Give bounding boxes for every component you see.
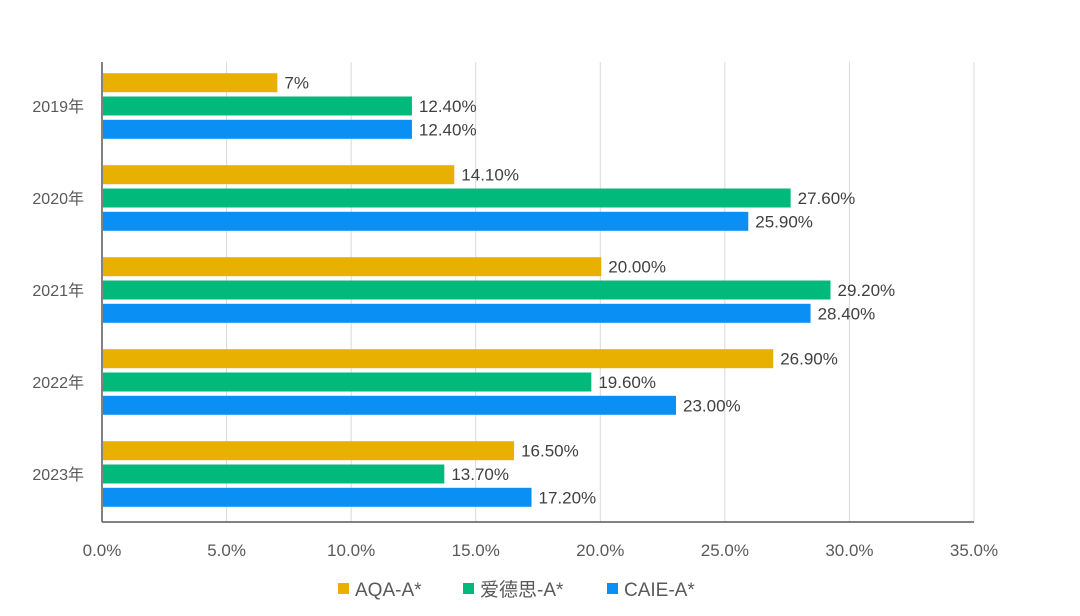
legend-label: AQA-A* bbox=[355, 580, 422, 601]
data-label: 19.60% bbox=[598, 373, 656, 392]
data-label: 12.40% bbox=[419, 120, 477, 139]
x-tick-label: 10.0% bbox=[327, 541, 375, 560]
data-label: 16.50% bbox=[521, 442, 579, 461]
data-label: 23.00% bbox=[683, 396, 741, 415]
x-tick-label: 30.0% bbox=[825, 541, 873, 560]
axes: 0.0% 5.0% 10.0% 15.0% 20.0% 25.0% 30.0% 35.0% 20… bbox=[32, 62, 998, 560]
bars: 7% 12.40% 12.40% 14.10% 27.60% 25.90% 20.00% 29… bbox=[103, 73, 895, 507]
category-label: 2022年 bbox=[32, 374, 84, 392]
category-label: 2023年 bbox=[32, 466, 84, 484]
legend-swatch bbox=[338, 583, 349, 594]
data-label: 12.40% bbox=[419, 97, 477, 116]
category-label: 2020年 bbox=[32, 190, 84, 208]
x-tick-label: 0.0% bbox=[83, 541, 122, 560]
x-tick-label: 20.0% bbox=[576, 541, 624, 560]
bar-caiea-2020 bbox=[103, 211, 749, 231]
data-label: 7% bbox=[284, 74, 309, 93]
data-label: 28.40% bbox=[818, 304, 876, 323]
bar-caiea-2023 bbox=[103, 487, 532, 507]
bar-a-2019 bbox=[103, 96, 412, 116]
legend: AQA-A* 爱德思-A* CAIE-A* bbox=[338, 579, 695, 601]
bar-a-2021 bbox=[103, 280, 831, 300]
legend-swatch bbox=[607, 583, 618, 594]
data-label: 25.90% bbox=[755, 212, 813, 231]
data-label: 13.70% bbox=[451, 465, 509, 484]
bar-aqaa-2020 bbox=[103, 165, 455, 185]
data-label: 29.20% bbox=[837, 281, 895, 300]
bar-a-2020 bbox=[103, 188, 791, 208]
bar-caiea-2019 bbox=[103, 119, 412, 139]
x-tick-label: 35.0% bbox=[950, 541, 998, 560]
bar-aqaa-2022 bbox=[103, 349, 774, 369]
bar-aqaa-2021 bbox=[103, 257, 602, 277]
bar-aqaa-2023 bbox=[103, 441, 515, 461]
legend-label: CAIE-A* bbox=[624, 580, 695, 601]
bar-aqaa-2019 bbox=[103, 73, 278, 93]
bar-caiea-2022 bbox=[103, 395, 677, 415]
bar-caiea-2021 bbox=[103, 303, 811, 323]
legend-swatch bbox=[463, 583, 474, 594]
bar-a-2023 bbox=[103, 464, 445, 484]
x-tick-label: 5.0% bbox=[207, 541, 246, 560]
data-label: 14.10% bbox=[461, 166, 519, 185]
data-label: 20.00% bbox=[608, 258, 666, 277]
bar-a-2022 bbox=[103, 372, 592, 392]
category-label: 2019年 bbox=[32, 98, 84, 116]
data-label: 26.90% bbox=[780, 350, 838, 369]
x-tick-label: 15.0% bbox=[452, 541, 500, 560]
data-label: 17.20% bbox=[539, 488, 597, 507]
category-label: 2021年 bbox=[32, 282, 84, 300]
legend-label: 爱德思-A* bbox=[480, 579, 564, 601]
data-label: 27.60% bbox=[798, 189, 856, 208]
x-tick-label: 25.0% bbox=[701, 541, 749, 560]
